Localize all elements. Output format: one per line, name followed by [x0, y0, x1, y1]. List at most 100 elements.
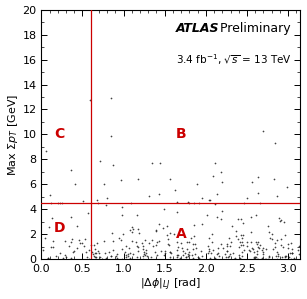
- Point: [154, 252, 159, 257]
- Point: [275, 237, 280, 242]
- Point: [206, 243, 211, 248]
- Point: [168, 256, 173, 261]
- Point: [68, 215, 73, 219]
- Point: [135, 248, 140, 253]
- Point: [119, 204, 124, 209]
- Point: [200, 195, 204, 200]
- Point: [187, 250, 192, 255]
- Point: [90, 252, 95, 257]
- Point: [141, 244, 146, 249]
- Point: [247, 249, 252, 254]
- Point: [104, 203, 109, 208]
- Point: [280, 255, 285, 260]
- Point: [219, 209, 224, 213]
- Point: [191, 246, 196, 251]
- Point: [274, 253, 279, 258]
- Point: [127, 246, 132, 251]
- Point: [251, 256, 256, 261]
- Point: [186, 252, 191, 257]
- Point: [193, 251, 198, 256]
- Point: [241, 201, 246, 206]
- Point: [266, 254, 271, 259]
- Point: [175, 245, 180, 250]
- Point: [167, 249, 172, 254]
- Point: [185, 200, 190, 205]
- Point: [256, 191, 261, 196]
- Point: [185, 253, 190, 258]
- Point: [251, 250, 256, 254]
- Point: [93, 256, 98, 261]
- Point: [136, 227, 141, 232]
- Point: [258, 201, 262, 206]
- Point: [48, 244, 53, 249]
- Point: [162, 251, 167, 256]
- Point: [106, 250, 111, 255]
- Point: [158, 161, 163, 166]
- Point: [290, 247, 295, 252]
- Point: [175, 240, 180, 245]
- Point: [245, 240, 250, 245]
- Point: [237, 252, 242, 257]
- Point: [213, 202, 218, 206]
- Text: ATLAS: ATLAS: [176, 22, 219, 35]
- Point: [110, 231, 115, 235]
- Point: [249, 240, 254, 245]
- Point: [186, 252, 191, 257]
- Point: [284, 185, 289, 190]
- Point: [232, 256, 237, 261]
- Point: [207, 256, 212, 261]
- Point: [47, 224, 52, 229]
- Point: [250, 180, 255, 185]
- Point: [130, 224, 135, 229]
- Point: [184, 254, 189, 259]
- Point: [283, 255, 288, 260]
- Point: [270, 246, 275, 251]
- Point: [150, 161, 154, 166]
- Point: [75, 246, 80, 251]
- Point: [47, 192, 52, 197]
- Point: [136, 244, 141, 249]
- Point: [156, 239, 161, 244]
- X-axis label: $|\Delta\phi|_{LJ}$ [rad]: $|\Delta\phi|_{LJ}$ [rad]: [140, 277, 201, 293]
- Point: [183, 251, 188, 255]
- Point: [255, 245, 260, 249]
- Point: [240, 240, 245, 245]
- Point: [254, 248, 259, 253]
- Point: [142, 250, 146, 255]
- Point: [163, 249, 168, 254]
- Point: [254, 213, 258, 218]
- Point: [103, 256, 108, 261]
- Point: [57, 251, 62, 256]
- Point: [175, 252, 180, 257]
- Point: [115, 251, 120, 256]
- Point: [288, 251, 293, 256]
- Point: [103, 251, 108, 255]
- Point: [154, 256, 159, 261]
- Point: [129, 230, 134, 235]
- Point: [123, 244, 128, 248]
- Point: [238, 217, 243, 222]
- Point: [81, 243, 86, 248]
- Text: C: C: [54, 127, 64, 141]
- Y-axis label: Max $\Sigma p_{T}$ [GeV]: Max $\Sigma p_{T}$ [GeV]: [6, 94, 20, 176]
- Point: [253, 239, 258, 244]
- Point: [123, 250, 128, 254]
- Point: [123, 252, 128, 257]
- Point: [156, 192, 161, 197]
- Point: [282, 219, 287, 224]
- Point: [93, 251, 98, 255]
- Point: [151, 244, 156, 249]
- Point: [92, 242, 97, 247]
- Point: [237, 256, 242, 261]
- Point: [102, 238, 107, 243]
- Point: [179, 241, 184, 245]
- Point: [276, 216, 281, 221]
- Point: [274, 194, 279, 199]
- Point: [213, 256, 218, 260]
- Point: [121, 231, 126, 236]
- Point: [255, 175, 260, 180]
- Point: [199, 222, 204, 226]
- Point: [207, 198, 212, 203]
- Point: [45, 256, 50, 261]
- Point: [239, 250, 244, 254]
